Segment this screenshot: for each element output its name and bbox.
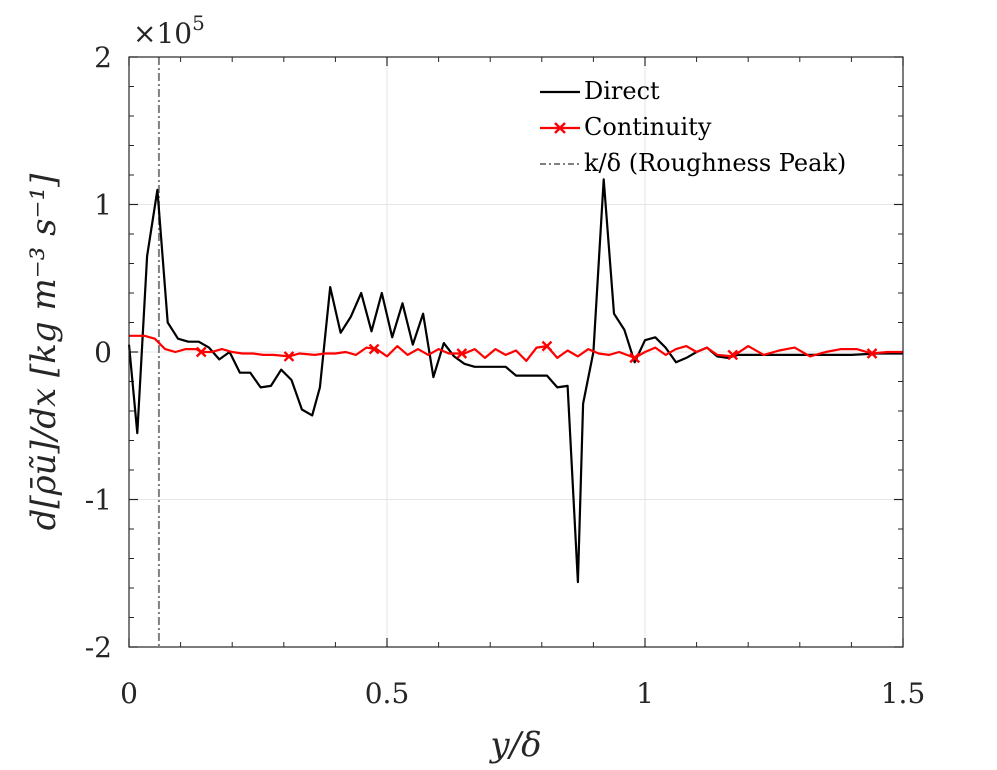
continuity-markers bbox=[195, 340, 878, 364]
legend-direct-label: Direct bbox=[584, 77, 660, 105]
y-multiplier-exponent: 5 bbox=[192, 11, 205, 35]
x-tick-labels: 0 0.5 1 1.5 bbox=[120, 677, 925, 710]
continuity-marker bbox=[195, 346, 207, 358]
y-tick-label: -1 bbox=[85, 484, 112, 517]
continuity-marker bbox=[629, 352, 641, 364]
x-tick-label: 1 bbox=[636, 677, 654, 710]
y-tick-labels: -2 -1 0 1 2 bbox=[85, 41, 112, 664]
x-tick-label: 0 bbox=[120, 677, 138, 710]
continuity-marker bbox=[368, 343, 380, 355]
legend: Direct Continuity k/δ (Roughness Peak) bbox=[540, 77, 846, 177]
y-tick-label: 0 bbox=[94, 336, 112, 369]
legend-continuity-label: Continuity bbox=[584, 113, 712, 141]
y-axis-label: d[ρ̄ũ]/dx [kg m⁻³ s⁻¹] bbox=[24, 173, 64, 530]
series-direct-line bbox=[127, 178, 903, 584]
y-multiplier: ×105 bbox=[133, 11, 205, 50]
y-multiplier-base: ×10 bbox=[133, 17, 192, 50]
x-tick-label: 1.5 bbox=[881, 677, 926, 710]
x-axis-label: y/δ bbox=[488, 725, 541, 765]
legend-continuity-marker bbox=[554, 122, 566, 134]
y-tick-label: 2 bbox=[94, 41, 112, 74]
y-tick-label: 1 bbox=[94, 189, 112, 222]
legend-roughness-label: k/δ (Roughness Peak) bbox=[584, 149, 846, 177]
plot-frame bbox=[128, 56, 904, 648]
continuity-marker bbox=[866, 348, 878, 359]
continuity-marker bbox=[727, 349, 739, 361]
continuity-marker bbox=[283, 351, 295, 362]
x-tick-label: 0.5 bbox=[365, 677, 410, 710]
y-tick-label: -2 bbox=[85, 631, 112, 664]
continuity-marker bbox=[456, 348, 468, 359]
continuity-marker bbox=[541, 340, 553, 352]
